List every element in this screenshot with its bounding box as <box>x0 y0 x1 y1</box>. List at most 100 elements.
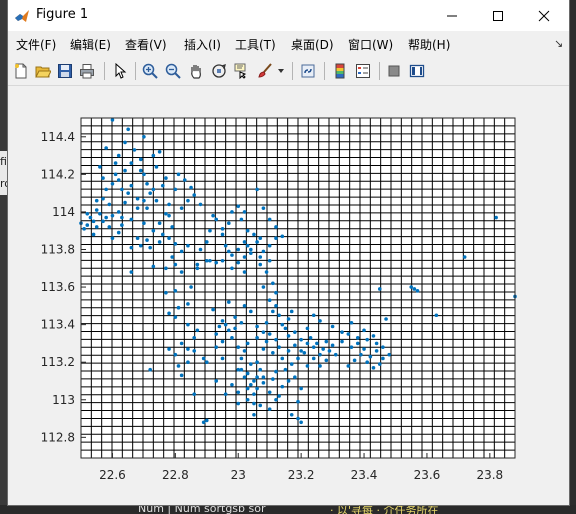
x-tick-label: 22.6 <box>99 468 126 482</box>
menu-view[interactable]: 查看(V) <box>125 38 167 52</box>
data-point <box>211 307 215 312</box>
data-point <box>252 379 256 383</box>
data-cursor-button[interactable] <box>231 60 253 82</box>
insert-legend-button[interactable] <box>352 60 374 82</box>
data-point <box>264 339 269 344</box>
data-point <box>167 202 171 207</box>
brush-button[interactable] <box>254 60 276 82</box>
figure-toolbar <box>8 57 569 86</box>
data-point <box>321 347 325 351</box>
data-point <box>242 255 247 259</box>
menu-insert[interactable]: 插入(I) <box>184 38 221 52</box>
background-desktop-bottom: Num | Num sortgsb sor · 以'寻每 · 介任务所在 <box>0 505 576 514</box>
data-point <box>261 249 266 254</box>
y-tick-label: 114.4 <box>41 130 75 144</box>
data-point <box>365 360 369 364</box>
figure-canvas[interactable]: 22.6 22.8 23 23.2 23.4 23.6 23.8 112.8 113 113.2 1… <box>8 0 569 505</box>
menu-desktop[interactable]: 桌面(D) <box>291 38 334 52</box>
data-point <box>120 223 124 227</box>
data-point <box>255 324 259 329</box>
brush-options-dropdown[interactable] <box>275 60 287 82</box>
save-button[interactable] <box>54 60 76 82</box>
data-point <box>151 153 156 158</box>
data-point <box>239 217 244 222</box>
data-point <box>107 202 112 207</box>
data-point <box>217 324 222 329</box>
hide-plot-tools-button[interactable] <box>383 60 405 82</box>
print-button[interactable] <box>76 60 98 82</box>
data-point <box>377 362 382 366</box>
link-plot-button[interactable] <box>297 60 319 82</box>
dock-figure-icon[interactable]: ↘ <box>554 37 564 50</box>
y-tick-label: 113 <box>52 393 75 407</box>
data-point <box>293 343 297 348</box>
data-point <box>220 227 225 231</box>
background-text-fragment: ro <box>0 173 8 195</box>
close-button[interactable] <box>521 0 567 31</box>
data-point <box>236 247 241 252</box>
scatter-series <box>79 118 517 425</box>
data-point <box>195 266 200 271</box>
menu-file[interactable]: 文件(F) <box>16 38 57 52</box>
show-plot-tools-button[interactable] <box>406 60 428 82</box>
zoom-out-button[interactable] <box>162 60 184 82</box>
data-point <box>189 185 193 190</box>
data-point <box>104 215 108 220</box>
zoom-out-icon <box>165 63 181 79</box>
data-point <box>138 168 143 173</box>
data-point <box>230 335 234 340</box>
hide-plot-tools-icon <box>388 65 400 77</box>
data-point <box>104 187 108 192</box>
menu-help[interactable]: 帮助(H) <box>408 38 451 52</box>
data-point <box>132 148 137 152</box>
window-title: Figure 1 <box>36 7 89 22</box>
data-point <box>98 165 102 169</box>
brush-icon <box>258 63 272 78</box>
data-point <box>280 322 285 327</box>
open-file-button[interactable] <box>32 60 54 82</box>
new-figure-button[interactable] <box>10 60 32 82</box>
data-point <box>167 213 171 218</box>
data-point <box>267 332 272 336</box>
save-icon <box>58 64 72 78</box>
data-point <box>236 390 241 395</box>
insert-colorbar-button[interactable] <box>329 60 351 82</box>
rotate-3d-icon <box>212 64 226 78</box>
menu-window[interactable]: 窗口(W) <box>348 38 394 52</box>
data-point <box>494 215 498 220</box>
data-point <box>154 165 159 169</box>
maximize-button[interactable] <box>475 0 521 31</box>
data-point <box>318 364 322 368</box>
data-point <box>274 236 278 241</box>
data-point <box>192 392 197 396</box>
edit-plot-button[interactable] <box>109 60 131 82</box>
menu-edit[interactable]: 编辑(E) <box>70 38 111 52</box>
data-point <box>261 330 266 334</box>
rotate-3d-button[interactable] <box>208 60 230 82</box>
data-point <box>277 345 281 349</box>
title-bar[interactable]: Figure 1 <box>8 0 569 31</box>
data-point <box>120 187 124 192</box>
data-point <box>230 266 234 271</box>
menu-tools[interactable]: 工具(T) <box>235 38 276 52</box>
data-point <box>110 118 115 122</box>
data-point <box>305 341 310 346</box>
data-point <box>110 181 115 186</box>
data-point <box>104 146 108 150</box>
data-point <box>242 270 247 274</box>
data-point <box>412 287 417 291</box>
menu-bar: 文件(F) 编辑(E) 查看(V) 插入(I) 工具(T) 桌面(D) 窗口(W… <box>8 31 569 57</box>
data-point <box>204 360 209 364</box>
minimize-button[interactable] <box>429 0 475 31</box>
pan-button[interactable] <box>185 60 207 82</box>
zoom-in-button[interactable] <box>139 60 161 82</box>
data-point <box>198 247 203 252</box>
data-point <box>192 193 197 197</box>
y-tick-label: 113.6 <box>41 280 75 294</box>
data-point <box>113 172 118 177</box>
data-point <box>186 198 190 203</box>
data-point <box>227 328 231 333</box>
data-point <box>164 266 168 271</box>
data-point <box>186 302 190 306</box>
data-point <box>359 352 363 357</box>
